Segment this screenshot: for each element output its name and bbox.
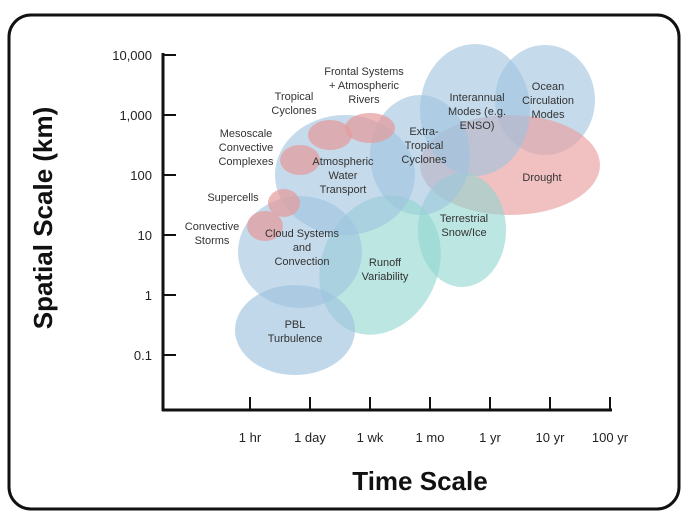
x-tick-label: 1 hr bbox=[239, 430, 262, 445]
x-tick-label: 1 mo bbox=[416, 430, 445, 445]
region-label: Interannual bbox=[449, 92, 504, 104]
region-label: Drought bbox=[522, 172, 561, 184]
ellipse bbox=[235, 285, 355, 375]
ellipse bbox=[280, 145, 320, 175]
region-label: Turbulence bbox=[268, 333, 323, 345]
x-tick-label: 100 yr bbox=[592, 430, 629, 445]
y-tick-label: 0.1 bbox=[134, 348, 152, 363]
ellipse bbox=[247, 211, 283, 241]
region-label: Mesoscale bbox=[220, 128, 273, 140]
region-label: Tropical bbox=[275, 91, 314, 103]
y-axis-title: Spatial Scale (km) bbox=[28, 107, 58, 330]
y-tick-label: 1,000 bbox=[119, 108, 152, 123]
region-label: Cyclones bbox=[401, 154, 447, 166]
x-tick-label: 10 yr bbox=[536, 430, 566, 445]
x-axis-title: Time Scale bbox=[352, 466, 487, 496]
region-label: Tropical bbox=[405, 140, 444, 152]
region-label: + Atmospheric bbox=[329, 80, 400, 92]
region-label: ENSO) bbox=[460, 120, 495, 132]
ellipse bbox=[345, 113, 395, 143]
axes bbox=[161, 53, 612, 412]
region-label: and bbox=[293, 242, 311, 254]
x-tick-label: 1 day bbox=[294, 430, 326, 445]
ellipse bbox=[268, 189, 300, 217]
region-label: Complexes bbox=[218, 156, 274, 168]
region-label: Circulation bbox=[522, 95, 574, 107]
region-label: Water bbox=[329, 170, 358, 182]
region-label: PBL bbox=[285, 319, 306, 331]
region-label: Snow/Ice bbox=[441, 227, 486, 239]
y-tick-label: 1 bbox=[145, 288, 152, 303]
region-label: Storms bbox=[195, 235, 230, 247]
region-label: Convective bbox=[219, 142, 273, 154]
ellipses bbox=[235, 44, 600, 375]
x-tick-label: 1 yr bbox=[479, 430, 501, 445]
region-label: Convection bbox=[274, 256, 329, 268]
region-label: Extra- bbox=[409, 126, 439, 138]
region-label: Convective bbox=[185, 221, 239, 233]
region-label: Rivers bbox=[348, 94, 380, 106]
region-label: Terrestrial bbox=[440, 213, 488, 225]
y-tick-label: 10 bbox=[138, 228, 152, 243]
region-label: Runoff bbox=[369, 257, 402, 269]
region-label: Supercells bbox=[207, 192, 259, 204]
y-tick-label: 100 bbox=[130, 168, 152, 183]
region-label: Variability bbox=[362, 271, 409, 283]
region-label: Modes (e.g. bbox=[448, 106, 506, 118]
region-label: Frontal Systems bbox=[324, 66, 404, 78]
region-label: Atmospheric bbox=[312, 156, 374, 168]
region-label: Cloud Systems bbox=[265, 228, 339, 240]
ellipse bbox=[308, 120, 352, 150]
region-label: Cyclones bbox=[271, 105, 317, 117]
region-label: Transport bbox=[320, 184, 367, 196]
region-label: Modes bbox=[531, 109, 565, 121]
region-label: Ocean bbox=[532, 81, 564, 93]
x-tick-label: 1 wk bbox=[357, 430, 384, 445]
y-tick-label: 10,000 bbox=[112, 48, 152, 63]
